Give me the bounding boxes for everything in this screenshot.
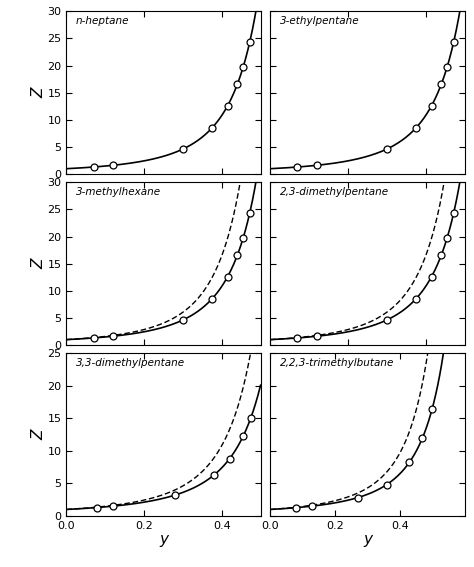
X-axis label: y: y [363, 532, 372, 547]
Text: 2,2,3-trimethylbutane: 2,2,3-trimethylbutane [280, 358, 394, 368]
Y-axis label: Z: Z [31, 87, 46, 98]
Text: 3,3-dimethylpentane: 3,3-dimethylpentane [76, 358, 185, 368]
Text: 3-ethylpentane: 3-ethylpentane [280, 16, 360, 26]
Text: n-heptane: n-heptane [76, 16, 129, 26]
Y-axis label: Z: Z [31, 429, 46, 440]
X-axis label: y: y [159, 532, 168, 547]
Text: 3-methylhexane: 3-methylhexane [76, 187, 161, 197]
Y-axis label: Z: Z [31, 259, 46, 269]
Text: 2,3-dimethylpentane: 2,3-dimethylpentane [280, 187, 389, 197]
